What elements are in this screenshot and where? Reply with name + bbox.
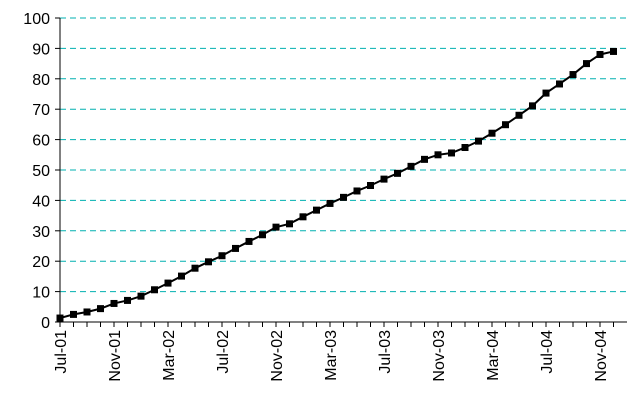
y-tick-label: 0 (41, 315, 50, 332)
series-line (59, 50, 614, 320)
data-point (259, 231, 266, 239)
data-point (191, 264, 199, 272)
data-point (151, 286, 158, 294)
data-point (367, 182, 374, 190)
data-point (70, 310, 77, 318)
data-point (502, 121, 509, 129)
data-point (97, 305, 104, 313)
data-point (380, 175, 388, 183)
data-point (569, 71, 577, 79)
data-point (596, 50, 604, 58)
x-tick-labels: Jul-01 Nov-01 Mar-02 Jul-02 Nov-02 Mar-03 Jul-… (53, 322, 614, 382)
x-tick-label: Jul-03 (377, 330, 394, 374)
gridlines (60, 17, 627, 293)
data-point (434, 151, 442, 159)
y-tick-label: 10 (32, 285, 50, 302)
data-point (529, 102, 536, 110)
data-point (110, 299, 118, 307)
y-tick-label: 90 (32, 41, 50, 58)
data-point (583, 60, 590, 68)
data-point (326, 199, 334, 207)
data-point (461, 144, 469, 152)
y-tick-label: 20 (32, 254, 50, 271)
data-point (313, 206, 320, 214)
data-point (610, 47, 617, 55)
data-point (394, 169, 401, 177)
data-point (83, 308, 91, 316)
data-point (272, 223, 280, 231)
x-tick-label: Nov-02 (269, 330, 286, 382)
data-point (353, 187, 361, 195)
data-point (421, 155, 428, 163)
data-point (515, 111, 523, 119)
data-points (56, 47, 617, 322)
data-point (178, 272, 185, 280)
y-tick-label: 100 (23, 11, 50, 28)
y-tick-label: 50 (32, 163, 50, 180)
y-tick-label: 60 (32, 133, 50, 150)
data-point (475, 137, 482, 145)
data-point (448, 149, 455, 157)
x-tick-label: Mar-03 (323, 330, 340, 381)
x-tick-label: Jul-01 (53, 330, 70, 374)
x-tick-label: Mar-04 (485, 330, 502, 381)
y-tick-label: 30 (32, 224, 50, 241)
y-tick-label: 80 (32, 72, 50, 89)
data-point (556, 80, 563, 88)
data-point (232, 244, 239, 252)
y-tick-labels: 0 10 20 30 40 50 60 70 80 90 100 (23, 11, 60, 332)
data-point (542, 89, 550, 97)
data-point (137, 292, 145, 300)
x-tick-label: Jul-04 (539, 330, 556, 374)
data-point (245, 237, 253, 245)
data-point (164, 279, 172, 287)
data-point (407, 162, 415, 170)
x-tick-label: Nov-04 (593, 330, 610, 382)
data-point (56, 314, 64, 322)
x-tick-label: Mar-02 (161, 330, 178, 381)
data-point (488, 129, 496, 137)
data-point (124, 296, 131, 304)
x-tick-label: Nov-01 (107, 330, 124, 382)
data-point (340, 193, 347, 201)
data-point (286, 220, 293, 228)
data-point (218, 252, 226, 260)
y-tick-label: 40 (32, 193, 50, 210)
x-tick-label: Jul-02 (215, 330, 232, 374)
data-point (205, 258, 212, 266)
y-tick-label: 70 (32, 102, 50, 119)
x-tick-label: Nov-03 (431, 330, 448, 382)
data-point (299, 213, 307, 221)
